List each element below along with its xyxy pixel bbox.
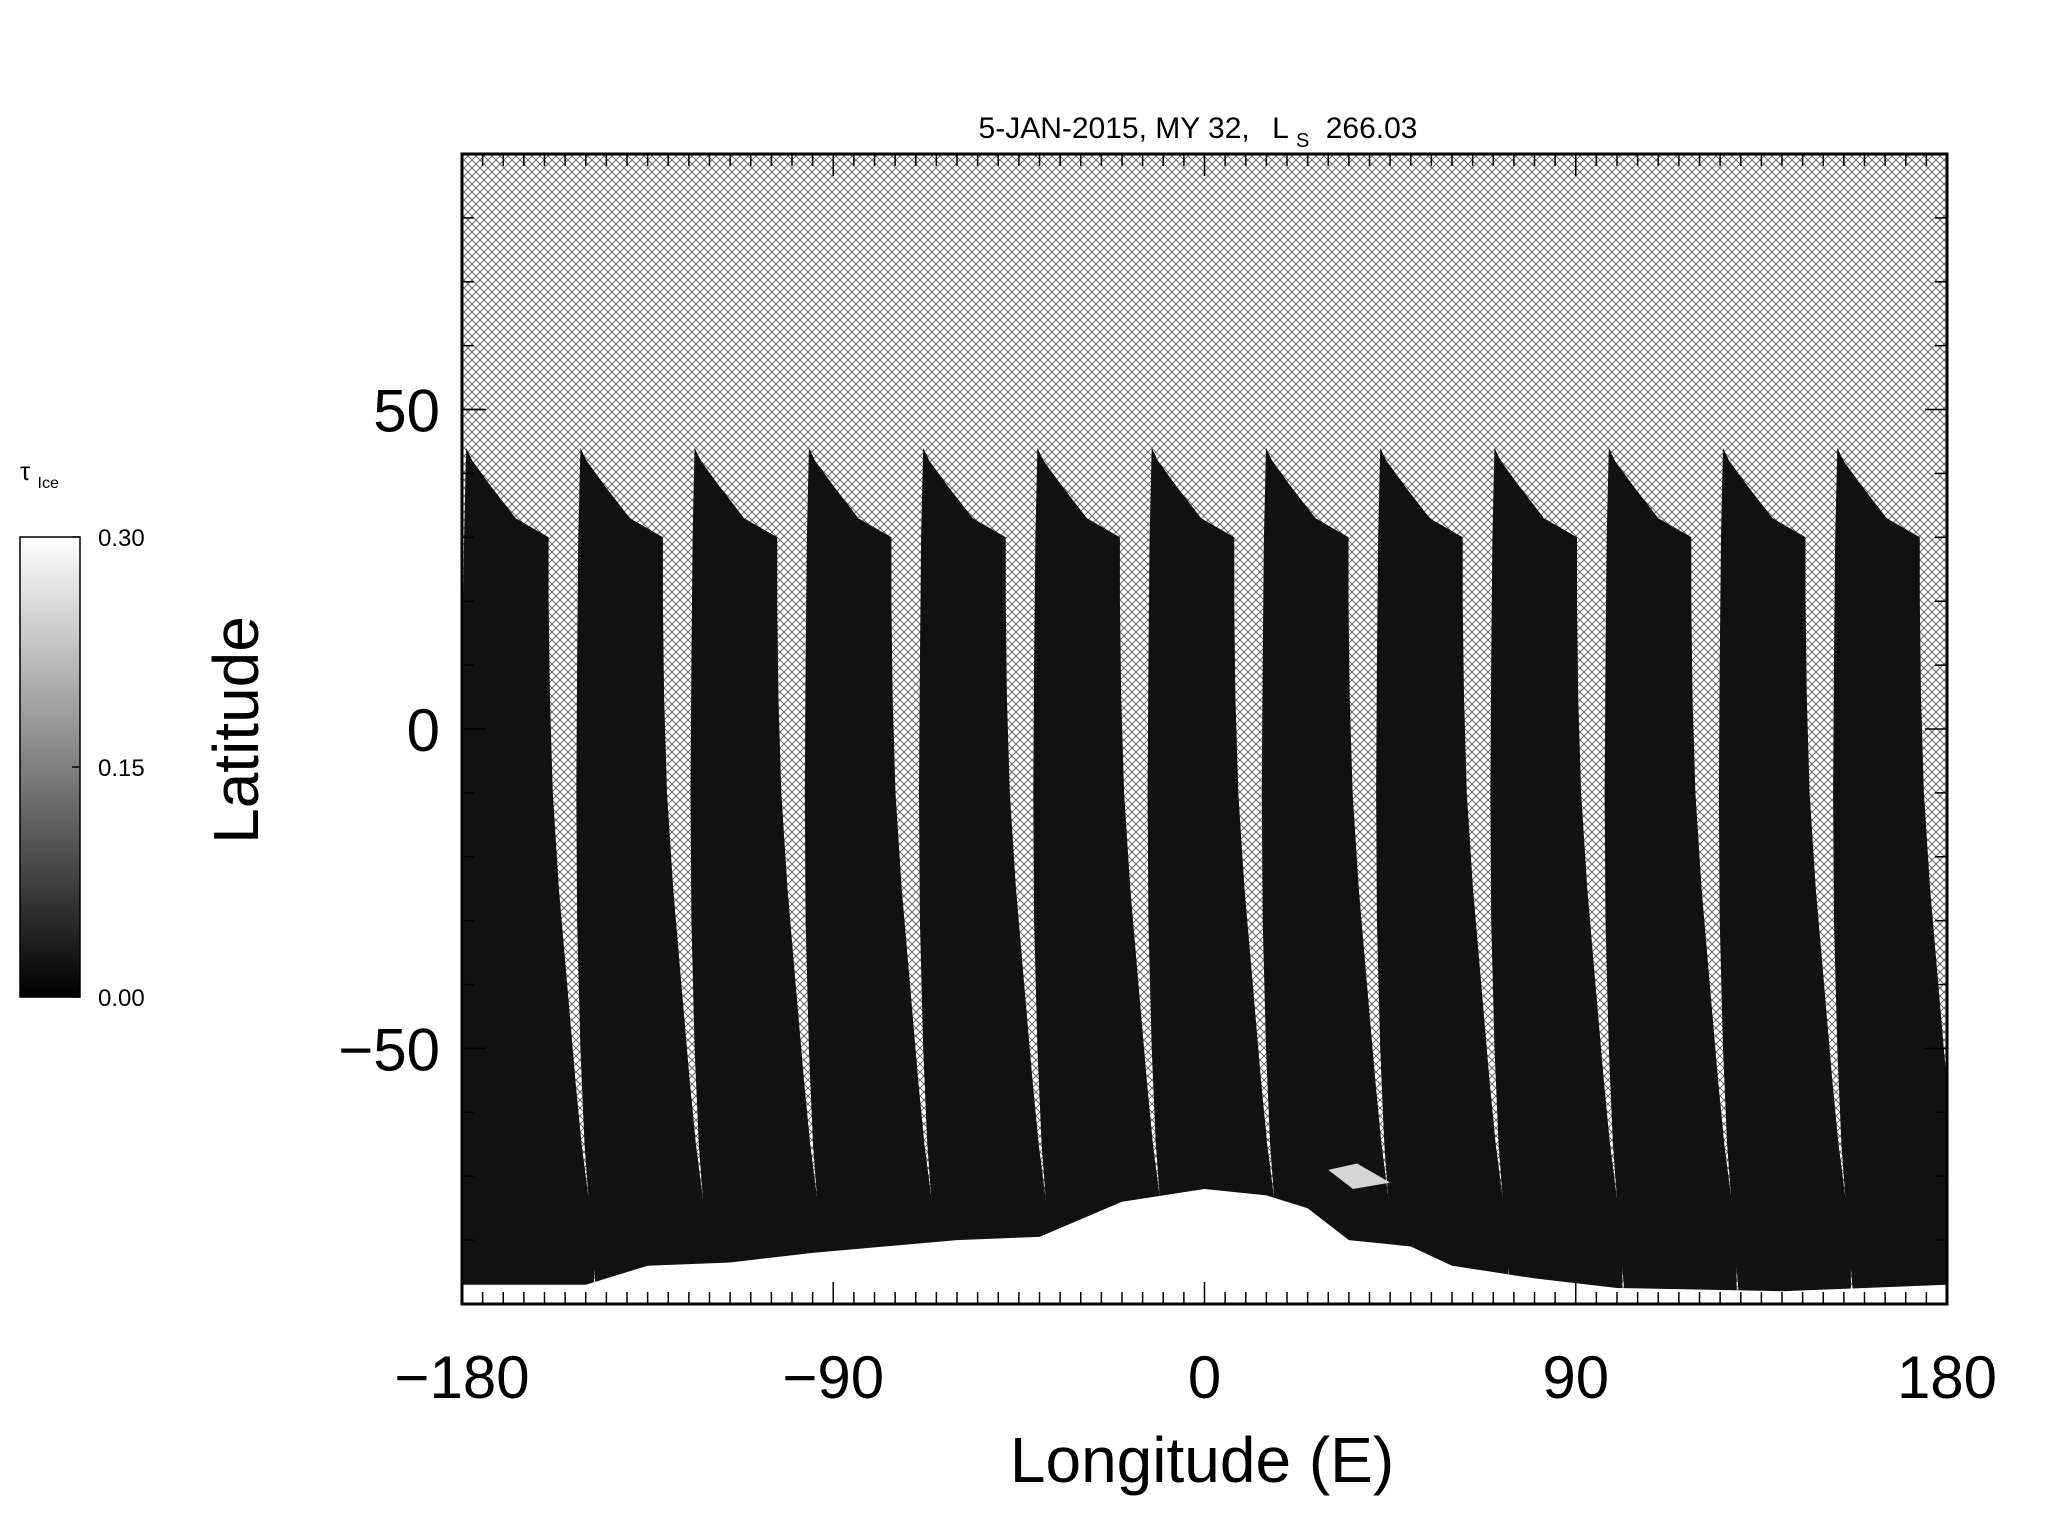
- y-axis-label: Latitude: [200, 616, 272, 844]
- x-axis-label: Longitude (E): [1010, 1424, 1394, 1496]
- swath-13-wrap: [462, 1084, 481, 1304]
- swath-6: [1033, 447, 1166, 1304]
- swath-edge: [462, 780, 495, 1304]
- x-tick-label: −90: [782, 1344, 884, 1411]
- swath-12-wrap: [234, 448, 366, 1304]
- swath-layer: [120, 447, 1947, 1304]
- title-ls-value: 266.03: [1326, 112, 1418, 145]
- colorbar-tick-label: 0.15: [98, 755, 145, 782]
- y-tick-labels: −50 0 50: [338, 378, 440, 1084]
- colorbar-label: τ Ice: [20, 456, 59, 492]
- swath-2: [576, 447, 709, 1304]
- colorbar-gradient: [19, 536, 81, 998]
- title-ls-subscript: S: [1296, 130, 1309, 152]
- colorbar-label-subscript: Ice: [38, 475, 59, 492]
- swath-4: [804, 447, 937, 1304]
- colorbar: τ Ice 0.00 0.15 0.30: [19, 456, 145, 1012]
- plot-area: [120, 152, 1949, 1306]
- polar-ice: [462, 1189, 1947, 1304]
- x-tick-label: 0: [1188, 1344, 1221, 1411]
- swath-3: [690, 447, 823, 1304]
- swath-8: [1261, 447, 1394, 1304]
- x-tick-label: 180: [1897, 1344, 1997, 1411]
- swath-7: [1147, 447, 1280, 1304]
- x-tick-label: 90: [1542, 1344, 1609, 1411]
- title-ls-symbol: L: [1272, 112, 1288, 145]
- swath-9: [1376, 447, 1509, 1304]
- title-date: 5-JAN-2015, MY 32,: [979, 112, 1250, 145]
- swath-11-wrap: [120, 448, 252, 1304]
- colorbar-tick-label: 0.00: [98, 985, 145, 1012]
- tick-layer: [461, 153, 1948, 1305]
- swath-13: [1833, 447, 1947, 1304]
- colorbar-label-symbol: τ: [20, 456, 31, 486]
- colorbar-tick-label: 0.30: [98, 525, 145, 552]
- y-tick-label: 0: [407, 697, 440, 764]
- swath-10: [1490, 447, 1623, 1304]
- swath-1: [462, 447, 594, 1304]
- y-tick-label: 50: [373, 378, 440, 445]
- x-tick-label: −180: [394, 1344, 529, 1411]
- colorbar-ticks: 0.00 0.15 0.30: [72, 525, 145, 1012]
- ice-patch: [1328, 1163, 1391, 1189]
- swath-11: [1604, 447, 1737, 1304]
- x-tick-labels: −180 −90 0 90 180: [394, 1344, 1997, 1411]
- y-tick-label: −50: [338, 1016, 440, 1083]
- swath-12: [1718, 447, 1851, 1304]
- chart-title: 5-JAN-2015, MY 32, L S 266.03: [979, 112, 1418, 154]
- swath-5: [919, 447, 1052, 1304]
